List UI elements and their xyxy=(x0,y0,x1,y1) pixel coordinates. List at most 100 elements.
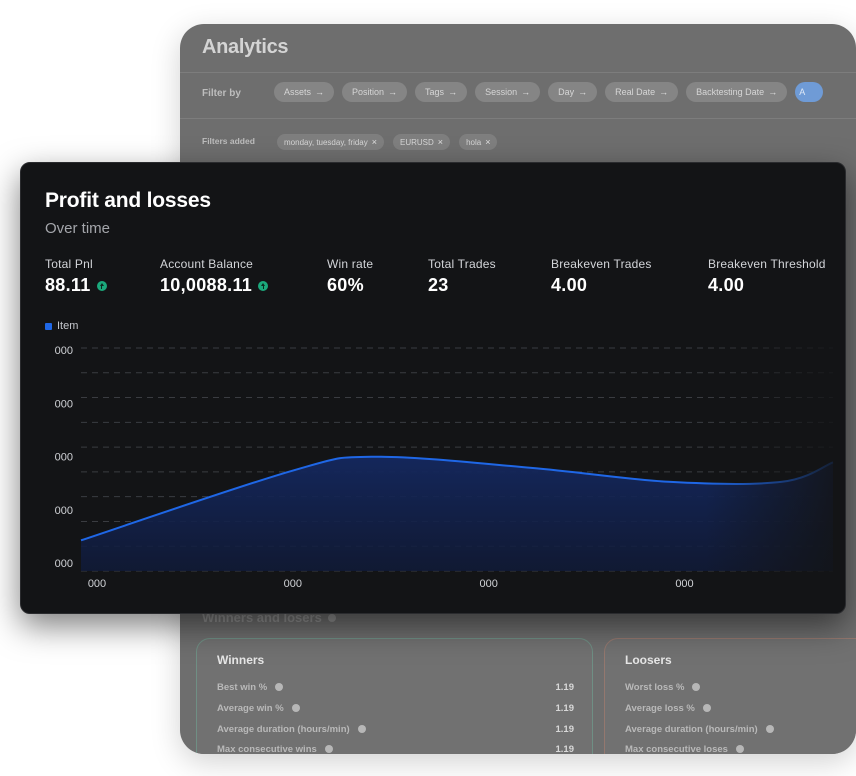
filter-position-button[interactable]: Position → xyxy=(342,82,408,102)
filter-by-label: Filter by xyxy=(202,88,241,99)
metric-value-wrap: 4.00 xyxy=(551,275,652,296)
chip-label: monday, tuesday, friday xyxy=(284,137,368,147)
arrow-up-icon xyxy=(258,280,269,291)
info-icon[interactable] xyxy=(324,745,333,753)
metric-total-trades: Total Trades 23 xyxy=(428,257,496,296)
stat-label: Average duration (hours/min) xyxy=(217,723,350,735)
info-icon[interactable] xyxy=(357,725,366,733)
x-tick-label: 000 xyxy=(675,578,693,590)
metric-label: Breakeven Trades xyxy=(551,257,652,271)
added-filter-row: monday, tuesday, friday × EURUSD × hola × xyxy=(277,134,498,150)
pnl-subtitle: Over time xyxy=(45,220,111,237)
losers-title: Loosers xyxy=(625,653,672,667)
winners-title: Winners xyxy=(217,653,265,667)
metric-value-wrap: 4.00 xyxy=(708,275,826,296)
chip-label: hola xyxy=(466,137,482,147)
added-filter-chip[interactable]: EURUSD × xyxy=(393,134,451,150)
stat-row: Average loss % xyxy=(625,700,856,716)
metric-label: Breakeven Threshold xyxy=(708,257,826,271)
metric-value: 88.11 xyxy=(45,275,91,295)
y-tick-label: 000 xyxy=(55,345,73,357)
y-tick-label: 000 xyxy=(55,452,73,464)
arrow-right-icon: → xyxy=(521,87,531,97)
stat-row: Average duration (hours/min) xyxy=(625,721,856,737)
stat-row: Best win % 1.19 xyxy=(217,679,574,695)
close-icon[interactable]: × xyxy=(371,137,378,147)
legend-label: Item xyxy=(57,320,79,332)
chip-label: Position xyxy=(352,87,385,97)
arrow-right-icon: → xyxy=(388,87,398,97)
info-icon[interactable] xyxy=(275,683,284,691)
metric-value: 4.00 xyxy=(551,275,588,295)
chip-label: Tags xyxy=(425,87,445,97)
metric-breakeven-threshold: Breakeven Threshold 4.00 xyxy=(708,257,826,296)
added-filter-chip[interactable]: monday, tuesday, friday × xyxy=(277,134,385,150)
arrow-up-icon xyxy=(96,280,107,291)
y-tick-label: 000 xyxy=(55,505,73,517)
divider xyxy=(180,118,856,119)
info-icon[interactable] xyxy=(291,704,300,712)
chip-label: Day xyxy=(558,87,575,97)
stat-label: Max consecutive wins xyxy=(217,743,317,755)
pnl-chart: 000 000 000 000 000 000 000 000 000 xyxy=(55,345,834,590)
chip-label: Assets xyxy=(284,87,312,97)
filters-added-label: Filters added xyxy=(202,136,255,146)
metric-value-wrap: 10,0088.11 xyxy=(160,275,269,296)
metric-label: Total Trades xyxy=(428,257,496,271)
metric-value-wrap: 88.11 xyxy=(45,275,107,296)
info-icon[interactable] xyxy=(702,704,711,712)
metric-value: 23 xyxy=(428,275,449,295)
y-axis: 000 000 000 000 000 xyxy=(55,345,73,570)
info-icon[interactable] xyxy=(765,725,774,733)
stat-label: Average duration (hours/min) xyxy=(625,723,758,735)
chart-legend[interactable]: Item xyxy=(45,320,78,332)
close-icon[interactable]: × xyxy=(437,137,444,147)
added-filter-chip[interactable]: hola × xyxy=(459,134,498,150)
winners-card: Winners Best win % 1.19 Average win % 1.19… xyxy=(196,638,593,754)
metric-value: 4.00 xyxy=(708,275,745,295)
stat-row: Average duration (hours/min) 1.19 xyxy=(217,721,574,737)
filter-assets-button[interactable]: Assets → xyxy=(274,82,335,102)
filter-more-button[interactable]: A xyxy=(795,82,824,102)
chip-label: Session xyxy=(485,87,518,97)
stat-row: Worst loss % xyxy=(625,679,856,695)
divider xyxy=(180,72,856,73)
filter-session-button[interactable]: Session → xyxy=(475,82,541,102)
analytics-title: Analytics xyxy=(202,36,289,58)
chip-label: A xyxy=(799,87,806,97)
metric-label: Total Pnl xyxy=(45,257,93,271)
info-icon[interactable] xyxy=(735,745,744,753)
y-tick-label: 000 xyxy=(55,398,73,410)
filter-day-button[interactable]: Day → xyxy=(548,82,598,102)
stat-value: 1.19 xyxy=(555,743,575,755)
arrow-right-icon: → xyxy=(448,87,458,97)
stat-label: Best win % xyxy=(217,681,268,693)
x-tick-label: 000 xyxy=(284,578,302,590)
stat-label: Worst loss % xyxy=(625,681,685,693)
filter-real-date-button[interactable]: Real Date → xyxy=(605,82,679,102)
stat-row: Average win % 1.19 xyxy=(217,700,574,716)
stat-value: 1.19 xyxy=(555,681,575,693)
series-area xyxy=(81,456,833,571)
close-icon[interactable]: × xyxy=(485,137,491,147)
x-tick-label: 000 xyxy=(479,578,497,590)
info-icon[interactable] xyxy=(692,683,701,691)
stat-row: Max consecutive loses xyxy=(625,741,856,754)
arrow-right-icon: → xyxy=(578,87,588,97)
metric-breakeven-trades: Breakeven Trades 4.00 xyxy=(551,257,652,296)
arrow-right-icon: → xyxy=(659,87,669,97)
filter-backtesting-date-button[interactable]: Backtesting Date → xyxy=(686,82,788,102)
x-axis: 000 000 000 000 xyxy=(88,578,694,590)
stat-label: Average loss % xyxy=(625,702,695,714)
metric-value-wrap: 60% xyxy=(327,275,373,296)
stat-row: Max consecutive wins 1.19 xyxy=(217,741,575,755)
metric-value: 60% xyxy=(327,275,364,295)
stat-value: 1.19 xyxy=(555,702,575,714)
info-icon[interactable] xyxy=(327,614,336,622)
losers-card: Loosers Worst loss % Average loss % Aver… xyxy=(604,638,856,754)
filter-tags-button[interactable]: Tags → xyxy=(415,82,468,102)
stat-value: 1.19 xyxy=(555,723,575,735)
pnl-title: Profit and losses xyxy=(45,189,211,212)
x-tick-label: 000 xyxy=(88,578,106,590)
metric-win-rate: Win rate 60% xyxy=(327,257,373,296)
